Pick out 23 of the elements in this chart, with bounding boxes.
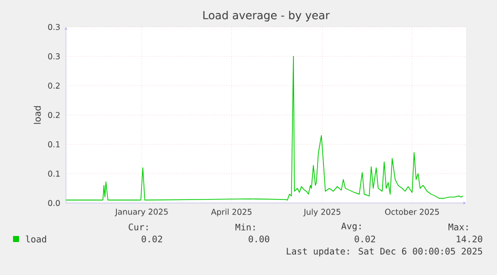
text: Max: (448, 224, 468, 230)
text: Last update: Sat Dec 6 00:00:05 2025 (286, 248, 482, 256)
text: 0.02 (142, 236, 162, 242)
y-tick-label: 0.0 (48, 200, 60, 206)
y-tick-label: 0.1 (48, 141, 60, 148)
x-tick-label: January 2025 (114, 208, 168, 216)
text: Min: (236, 224, 255, 230)
y-tick-label: 0.3 (48, 53, 60, 60)
text: Cur: (128, 224, 148, 230)
x-tick-label: July 2025 (303, 208, 340, 216)
y-axis-title: load (34, 106, 41, 124)
legend-label: load (26, 235, 46, 242)
y-tick-label: 0.1 (48, 170, 60, 177)
y-tick-label: 0.2 (48, 82, 60, 89)
x-tick-label: April 2025 (211, 208, 252, 216)
text: 14.20 (456, 236, 482, 242)
y-tick-label: 0.3 (48, 24, 60, 30)
text: 0.00 (248, 236, 270, 242)
text: 0.02 (354, 236, 376, 242)
y-tick-label: 0.2 (48, 112, 60, 118)
text: Avg: (341, 222, 361, 232)
x-tick-label: October 2025 (385, 208, 439, 215)
chart-title: Load average - by year (203, 10, 330, 22)
